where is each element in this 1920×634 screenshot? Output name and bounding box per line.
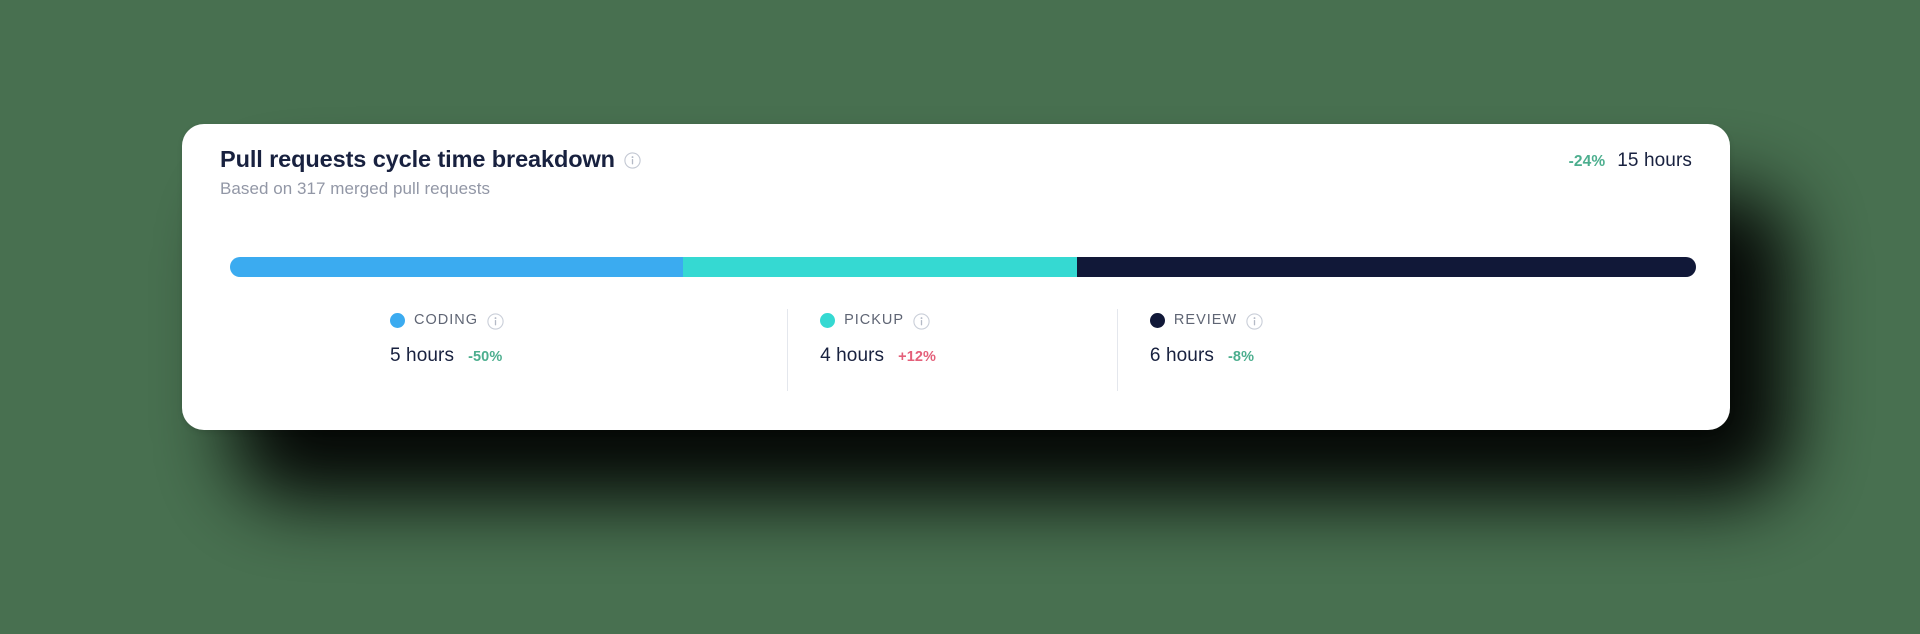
- title-info-icon[interactable]: [624, 152, 641, 169]
- legend-delta-pickup: +12%: [898, 349, 937, 365]
- legend-duration-review: 6 hours: [1149, 345, 1214, 366]
- legend-dot-pickup: [820, 312, 836, 328]
- legend-header-review: REVIEW: [1149, 309, 1696, 331]
- legend-duration-coding: 5 hours: [390, 345, 455, 366]
- title-row: Pull requests cycle time breakdown: [220, 146, 1692, 173]
- legend-info-icon-review[interactable]: [1246, 312, 1263, 330]
- legend-header-pickup: PICKUP: [820, 309, 1117, 331]
- total-delta-badge: -24%: [1568, 153, 1606, 170]
- legend: CODING 5 hours -50%: [230, 309, 1696, 391]
- total-duration-value: 15 hours: [1617, 150, 1692, 171]
- legend-column-pickup: PICKUP 4 hours +12%: [787, 309, 1117, 391]
- legend-column-coding: CODING 5 hours -50%: [230, 309, 787, 391]
- legend-label-pickup: PICKUP: [844, 312, 905, 328]
- legend-dot-coding: [390, 312, 405, 328]
- legend-duration-pickup: 4 hours: [820, 345, 885, 366]
- page-title: Pull requests cycle time breakdown: [220, 146, 615, 172]
- card-subtitle: Based on 317 merged pull requests: [220, 179, 491, 198]
- legend-dot-review: [1149, 312, 1165, 328]
- legend-column-review: REVIEW 6 hours -8%: [1116, 309, 1696, 391]
- bar-segment-review[interactable]: [1077, 257, 1696, 277]
- legend-label-coding: CODING: [414, 312, 478, 328]
- bar-segment-coding[interactable]: [230, 257, 683, 277]
- legend-header-coding: CODING: [390, 309, 787, 331]
- stacked-progress-bar[interactable]: [230, 257, 1696, 277]
- header-summary-metrics: -24% 15 hours: [1569, 150, 1692, 172]
- legend-values-pickup: 4 hours +12%: [820, 345, 1117, 367]
- legend-values-review: 6 hours -8%: [1150, 345, 1696, 367]
- legend-info-icon-coding[interactable]: [487, 312, 504, 330]
- legend-values-coding: 5 hours -50%: [390, 345, 787, 367]
- bar-segment-pickup[interactable]: [682, 257, 1078, 277]
- legend-delta-review: -8%: [1228, 349, 1255, 365]
- legend-info-icon-pickup[interactable]: [913, 312, 930, 330]
- card-header: Pull requests cycle time breakdown Based…: [220, 146, 1692, 208]
- legend-label-review: REVIEW: [1173, 312, 1238, 328]
- legend-delta-coding: -50%: [468, 349, 503, 365]
- cycle-time-breakdown-card: Pull requests cycle time breakdown Based…: [182, 124, 1730, 430]
